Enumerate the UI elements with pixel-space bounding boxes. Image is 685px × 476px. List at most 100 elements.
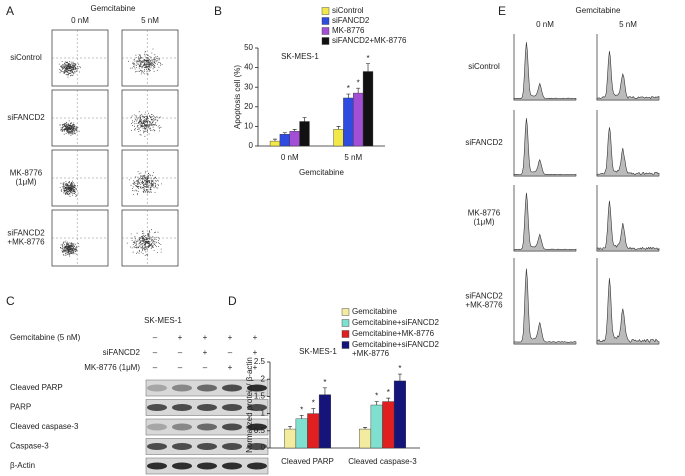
bar (333, 129, 344, 147)
error-bar (322, 387, 327, 395)
blot-band (172, 423, 192, 431)
significance-mark: * (347, 84, 350, 93)
error-bar (311, 408, 316, 414)
blot-band (147, 443, 167, 450)
legend-label: Gemcitabine+siFANCD2 (352, 318, 439, 327)
blot-band (247, 384, 267, 392)
condition-label: siFANCD2 (103, 348, 141, 357)
y-tick-label: 30 (244, 82, 253, 91)
legend-label: Gemcitabine (352, 307, 397, 316)
blot-label: Caspase-3 (10, 442, 49, 451)
blot-band (222, 404, 242, 411)
condition-sign: – (228, 348, 233, 357)
y-tick-label: 10 (244, 122, 253, 131)
error-bar (386, 397, 391, 402)
bar (307, 413, 320, 449)
legend-label: Gemcitabine+MK-8776 (352, 329, 435, 338)
legend-swatch (341, 308, 350, 316)
x-axis-label: Gemcitabine (299, 168, 344, 177)
panel-title: SK-MES-1 (144, 316, 182, 325)
scatter-dots (59, 120, 80, 136)
scatter-dots (58, 61, 81, 78)
legend-label: MK-8776 (332, 26, 365, 35)
blot-band (197, 423, 217, 431)
histogram-curve (596, 278, 660, 345)
column-label: 5 nM (141, 16, 159, 25)
panel-title: Gemcitabine (576, 6, 621, 15)
blot-band (247, 404, 267, 411)
chart-title: SK-MES-1 (281, 52, 319, 61)
bar (393, 380, 406, 449)
blot-label: Cleaved caspase-3 (10, 422, 79, 431)
legend-swatch (321, 27, 330, 35)
scatter-dots (130, 111, 162, 137)
x-tick-label: 5 nM (344, 153, 362, 162)
blot-band (172, 443, 192, 450)
legend-swatch (341, 341, 350, 349)
significance-mark: * (387, 388, 390, 397)
condition-sign: + (203, 333, 208, 342)
scatter-dots (59, 180, 79, 197)
panel-label: E (498, 4, 506, 18)
x-tick-label: Cleaved PARP (281, 457, 334, 466)
blot-band (247, 462, 267, 470)
significance-mark: * (366, 54, 369, 63)
histogram-curve (513, 192, 577, 252)
panel-label: B (214, 4, 222, 18)
blot-band (247, 443, 267, 450)
blot-band (197, 404, 217, 411)
blot-band (172, 404, 192, 411)
bar (362, 71, 374, 147)
histogram-curve (513, 42, 577, 101)
row-label: siControl (468, 62, 500, 71)
legend-label: siFANCD2+MK-8776 (332, 36, 407, 45)
condition-sign: + (178, 333, 183, 342)
condition-sign: – (178, 348, 183, 357)
condition-sign: + (228, 363, 233, 372)
bar (359, 428, 372, 449)
x-tick-label: Cleaved caspase-3 (348, 457, 417, 466)
condition-sign: – (153, 348, 158, 357)
y-tick-label: 2.5 (254, 357, 266, 366)
significance-mark: * (375, 392, 378, 401)
blot-band (247, 423, 267, 431)
error-bar (336, 126, 341, 130)
blot-band (197, 443, 217, 450)
scatter-dots (60, 240, 80, 257)
error-bar (366, 63, 371, 72)
legend-label: siFANCD2 (332, 16, 370, 25)
condition-label: Gemcitabine (5 nM) (10, 333, 81, 342)
condition-sign: + (203, 348, 208, 357)
significance-mark: * (300, 405, 303, 414)
legend-swatch (321, 17, 330, 25)
bar (289, 131, 300, 147)
histogram-curve (513, 118, 577, 177)
y-tick-label: 0 (249, 141, 254, 150)
y-tick-label: 1 (261, 409, 266, 418)
bar (343, 97, 354, 147)
blot-band (147, 462, 167, 470)
bar (353, 92, 364, 147)
bar (269, 140, 281, 147)
y-tick-label: 1.5 (254, 392, 266, 401)
blot-band (222, 462, 242, 470)
error-bar (374, 401, 379, 405)
column-label: 0 nM (71, 16, 89, 25)
x-tick-label: 0 nM (281, 153, 299, 162)
blot-band (197, 462, 217, 470)
legend-swatch (321, 37, 330, 45)
scatter-dots (128, 170, 162, 196)
y-tick-label: 2 (261, 374, 266, 383)
condition-sign: – (178, 363, 183, 372)
condition-label: MK-8776 (1μM) (84, 363, 140, 372)
row-label: MK-8776 (1μM) (468, 209, 501, 227)
condition-sign: + (253, 348, 258, 357)
bar (370, 404, 383, 449)
blot-label: β-Actin (10, 461, 35, 470)
error-bar (356, 87, 361, 94)
blot-band (197, 384, 217, 392)
panel-label: A (6, 4, 14, 18)
legend-swatch (341, 319, 350, 327)
y-axis-label: Normalized protein/ β-actin (245, 357, 254, 453)
